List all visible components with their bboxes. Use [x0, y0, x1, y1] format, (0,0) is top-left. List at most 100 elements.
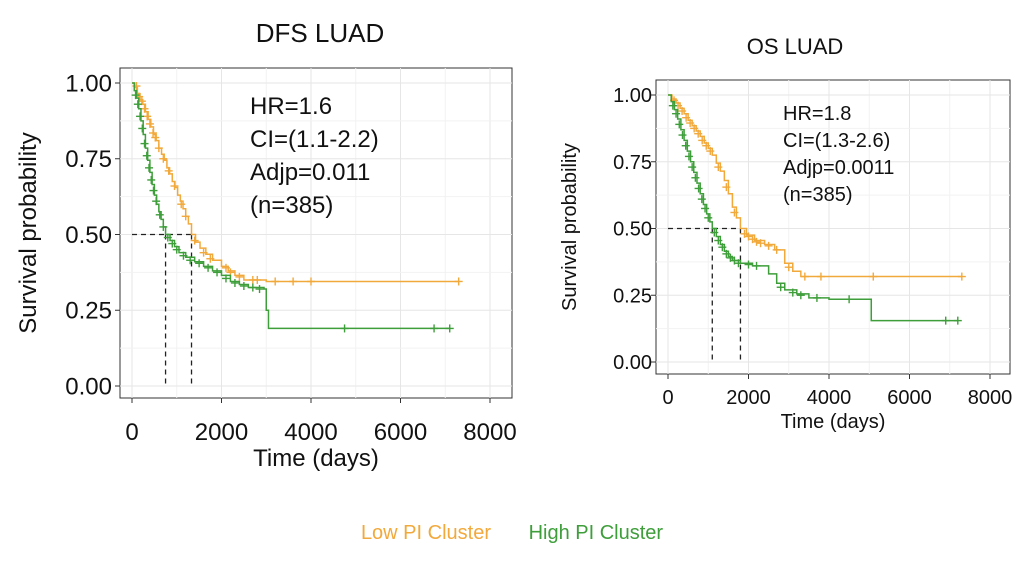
chart-title: OS LUAD	[747, 34, 844, 59]
chart-title: DFS LUAD	[256, 18, 385, 48]
x-tick-label: 6000	[374, 419, 427, 446]
stats-annotation-line: HR=1.6	[250, 93, 332, 120]
x-tick-label: 4000	[284, 419, 337, 446]
censor-mark-low-pi-cluster	[170, 182, 179, 191]
censor-mark-high-pi-cluster	[140, 139, 149, 148]
censor-mark-high-pi-cluster	[730, 256, 739, 265]
censor-mark-low-pi-cluster	[706, 147, 715, 156]
stats-annotation-line: HR=1.8	[783, 103, 851, 125]
x-axis-label: Time (days)	[253, 445, 379, 472]
censor-mark-high-pi-cluster	[796, 291, 805, 300]
censor-mark-high-pi-cluster	[168, 239, 177, 248]
y-tick-label: 1.00	[613, 85, 652, 107]
censor-mark-low-pi-cluster	[307, 277, 315, 286]
censor-mark-high-pi-cluster	[195, 259, 204, 268]
censor-mark-low-pi-cluster	[752, 237, 761, 246]
x-axis-label: Time (days)	[781, 411, 886, 433]
censor-mark-high-pi-cluster	[213, 268, 222, 277]
censor-mark-low-pi-cluster	[694, 129, 703, 138]
censor-mark-high-pi-cluster	[788, 288, 797, 297]
y-tick-label: 0.50	[613, 219, 652, 241]
x-tick-label: 8000	[968, 387, 1013, 409]
censor-mark-high-pi-cluster	[678, 131, 687, 140]
y-tick-label: 1.00	[65, 70, 112, 97]
censor-mark-low-pi-cluster	[682, 113, 691, 122]
censor-mark-low-pi-cluster	[190, 236, 199, 245]
censor-mark-high-pi-cluster	[147, 175, 156, 184]
censor-mark-low-pi-cluster	[957, 272, 966, 281]
censor-mark-low-pi-cluster	[253, 275, 262, 284]
stats-annotation-line: Adjp=0.011	[250, 159, 370, 186]
censor-mark-low-pi-cluster	[816, 272, 825, 281]
censor-mark-high-pi-cluster	[131, 91, 140, 100]
censor-mark-high-pi-cluster	[845, 295, 854, 304]
censor-mark-low-pi-cluster	[678, 107, 687, 116]
y-axis-label: Survival probability	[559, 143, 581, 311]
censor-mark-high-pi-cluster	[704, 213, 713, 222]
censor-mark-high-pi-cluster	[812, 293, 821, 302]
x-tick-label: 8000	[463, 419, 516, 446]
censor-mark-low-pi-cluster	[772, 245, 781, 254]
censor-mark-low-pi-cluster	[714, 163, 723, 172]
censor-mark-low-pi-cluster	[154, 144, 163, 153]
x-tick-label: 0	[125, 419, 138, 446]
censor-mark-high-pi-cluster	[694, 184, 703, 193]
y-tick-label: 0.25	[65, 298, 112, 325]
x-tick-label: 0	[662, 387, 673, 409]
censor-mark-high-pi-cluster	[152, 197, 161, 206]
censor-mark-low-pi-cluster	[784, 263, 793, 272]
censor-mark-high-pi-cluster	[722, 249, 731, 258]
censor-mark-low-pi-cluster	[164, 166, 173, 175]
censor-mark-low-pi-cluster	[235, 272, 244, 281]
censor-mark-high-pi-cluster	[684, 152, 693, 161]
censor-mark-low-pi-cluster	[221, 263, 230, 272]
censor-mark-low-pi-cluster	[698, 136, 707, 145]
y-tick-label: 0.00	[65, 373, 112, 400]
censor-mark-high-pi-cluster	[163, 233, 172, 242]
censor-mark-high-pi-cluster	[714, 236, 723, 245]
censor-mark-low-pi-cluster	[140, 104, 149, 113]
censor-mark-low-pi-cluster	[764, 241, 773, 250]
plot-panel	[119, 67, 513, 399]
stats-annotation-line: (n=385)	[250, 192, 333, 219]
censor-mark-low-pi-cluster	[740, 229, 749, 238]
censor-mark-low-pi-cluster	[143, 112, 152, 121]
censor-mark-high-pi-cluster	[701, 204, 710, 213]
censor-mark-high-pi-cluster	[941, 316, 950, 325]
censor-mark-high-pi-cluster	[953, 316, 962, 325]
censor-mark-low-pi-cluster	[159, 154, 168, 163]
stats-annotation-line: CI=(1.1-2.2)	[250, 126, 379, 153]
censor-mark-low-pi-cluster	[869, 272, 878, 281]
censor-mark-low-pi-cluster	[800, 272, 809, 281]
y-axis-label: Survival probability	[15, 132, 42, 333]
censor-mark-low-pi-cluster	[756, 239, 765, 248]
censor-mark-high-pi-cluster	[248, 283, 257, 292]
censor-mark-high-pi-cluster	[681, 141, 690, 150]
censor-mark-low-pi-cluster	[686, 119, 695, 128]
censor-mark-high-pi-cluster	[688, 163, 697, 172]
stats-annotation-line: (n=385)	[783, 184, 853, 206]
stats-annotation-line: CI=(1.3-2.6)	[783, 130, 890, 152]
censor-mark-low-pi-cluster	[181, 212, 190, 221]
censor-mark-high-pi-cluster	[136, 112, 145, 121]
censor-mark-high-pi-cluster	[149, 186, 158, 195]
censor-mark-high-pi-cluster	[138, 124, 147, 133]
censor-mark-low-pi-cluster	[151, 133, 160, 142]
censor-mark-low-pi-cluster	[702, 141, 711, 150]
y-tick-label: 0.50	[65, 222, 112, 249]
censor-mark-high-pi-cluster	[133, 100, 142, 109]
censor-mark-high-pi-cluster	[718, 243, 727, 252]
censor-mark-high-pi-cluster	[734, 259, 743, 268]
y-tick-label: 0.00	[613, 352, 652, 374]
censor-mark-high-pi-cluster	[155, 210, 164, 219]
censor-mark-high-pi-cluster	[752, 261, 761, 270]
legend: Low PI Cluster High PI Cluster	[0, 522, 1024, 545]
censor-mark-low-pi-cluster	[454, 277, 463, 286]
legend-low-pi-cluster: Low PI Cluster	[360, 522, 491, 544]
censor-mark-high-pi-cluster	[221, 274, 230, 283]
censor-mark-high-pi-cluster	[255, 285, 264, 294]
dfs-luad-chart: 0 2000 4000 6000 8000 0.00 0.25 0.50 0.75 1.00 Tim…	[15, 18, 517, 472]
censor-mark-high-pi-cluster	[145, 163, 154, 172]
x-tick-label: 2000	[726, 387, 771, 409]
